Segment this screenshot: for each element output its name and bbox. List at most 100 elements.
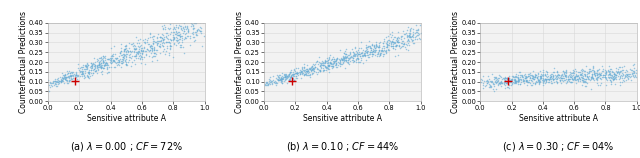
Point <box>387 45 397 47</box>
Point <box>49 84 60 86</box>
Point <box>73 66 83 69</box>
Point <box>614 71 624 74</box>
Point <box>317 61 328 64</box>
Point <box>284 79 294 81</box>
Point <box>115 43 125 46</box>
Point <box>328 58 339 60</box>
Point <box>521 75 531 77</box>
Point <box>297 68 307 71</box>
Point <box>566 78 577 80</box>
Point <box>119 47 129 50</box>
Point <box>60 75 70 78</box>
Point <box>559 77 570 79</box>
Point <box>543 78 553 81</box>
Point <box>572 74 582 77</box>
Point <box>145 48 156 51</box>
Point <box>555 79 565 82</box>
Point <box>344 54 354 57</box>
Point <box>140 55 150 58</box>
Point <box>175 36 185 38</box>
Point <box>404 34 414 37</box>
Point <box>171 30 181 33</box>
Point <box>108 60 118 63</box>
Point <box>177 29 188 31</box>
Point <box>301 73 311 76</box>
Point <box>152 42 162 45</box>
Point <box>295 73 305 76</box>
Point <box>79 76 90 79</box>
Point <box>158 39 168 41</box>
Point <box>580 80 590 82</box>
Point <box>580 81 590 83</box>
Point <box>360 44 371 46</box>
Point <box>63 70 74 73</box>
Point <box>138 39 148 42</box>
Point <box>327 64 337 67</box>
Point <box>378 50 388 52</box>
Point <box>350 53 360 56</box>
Point <box>194 29 204 31</box>
Point <box>400 46 410 48</box>
Point <box>482 82 492 84</box>
Point <box>63 75 73 78</box>
Point <box>538 81 548 83</box>
Point <box>137 53 147 55</box>
Point <box>509 80 520 83</box>
Point <box>355 61 365 63</box>
Point <box>126 43 136 45</box>
Point <box>521 79 531 82</box>
Point <box>96 64 106 66</box>
Point <box>587 73 597 76</box>
Point <box>75 67 85 69</box>
Point <box>583 75 593 78</box>
Point <box>620 74 630 76</box>
Point <box>149 49 159 51</box>
Point <box>511 73 521 76</box>
Point <box>77 72 87 74</box>
Point <box>394 41 404 44</box>
Point <box>93 61 104 64</box>
Point <box>484 84 495 86</box>
Point <box>154 39 164 42</box>
Point <box>95 62 106 65</box>
Point <box>608 75 618 78</box>
Point <box>273 79 283 81</box>
Point <box>577 79 587 81</box>
Point <box>161 35 171 37</box>
Point <box>596 65 607 67</box>
Point <box>149 48 159 51</box>
Point <box>523 75 533 77</box>
Point <box>170 35 180 38</box>
Point <box>610 74 620 77</box>
Point <box>404 29 415 32</box>
Point <box>566 76 577 79</box>
Point <box>70 77 80 79</box>
Point <box>106 61 116 64</box>
Point <box>68 73 79 75</box>
Point <box>289 69 300 72</box>
Point <box>530 82 540 84</box>
Point <box>85 65 95 67</box>
Point <box>60 78 70 80</box>
Point <box>351 57 362 59</box>
Point <box>150 55 160 57</box>
Point <box>131 57 141 59</box>
Point <box>58 72 68 75</box>
Point <box>613 68 623 71</box>
Point <box>350 53 360 56</box>
Point <box>154 45 164 47</box>
Point <box>118 56 128 59</box>
Point <box>630 69 640 71</box>
Point <box>607 73 617 76</box>
Point <box>182 20 193 22</box>
Point <box>124 47 134 50</box>
Point <box>478 81 488 84</box>
Point <box>102 63 112 65</box>
Point <box>584 69 594 72</box>
Point <box>186 25 196 27</box>
Point <box>173 34 183 36</box>
Point <box>482 79 492 81</box>
Point <box>552 81 562 83</box>
Point <box>99 64 109 67</box>
Point <box>507 75 517 78</box>
